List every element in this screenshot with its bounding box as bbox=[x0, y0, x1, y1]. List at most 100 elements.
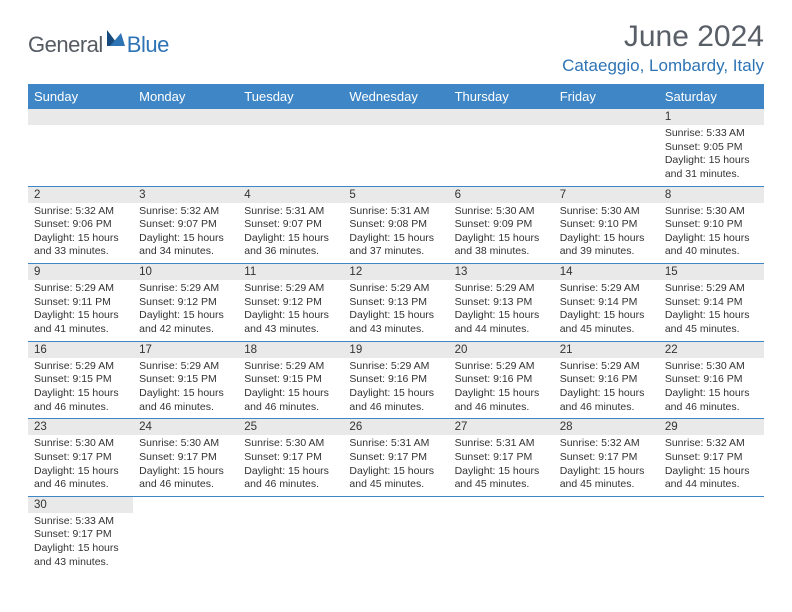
day-number: 11 bbox=[238, 264, 343, 280]
day-line-sr: Sunrise: 5:29 AM bbox=[560, 282, 653, 296]
day-line-d2: and 45 minutes. bbox=[455, 478, 548, 492]
day-line-d2: and 45 minutes. bbox=[560, 323, 653, 337]
day-details: Sunrise: 5:31 AMSunset: 9:07 PMDaylight:… bbox=[238, 203, 343, 264]
day-line-ss: Sunset: 9:17 PM bbox=[139, 451, 232, 465]
day-details: Sunrise: 5:30 AMSunset: 9:16 PMDaylight:… bbox=[659, 358, 764, 419]
day-line-d2: and 46 minutes. bbox=[665, 401, 758, 415]
day-number: 9 bbox=[28, 264, 133, 280]
calendar-day-cell: 2 Sunrise: 5:32 AMSunset: 9:06 PMDaylight… bbox=[28, 186, 133, 264]
day-number: 8 bbox=[659, 187, 764, 203]
day-number: 18 bbox=[238, 342, 343, 358]
day-line-d2: and 45 minutes. bbox=[665, 323, 758, 337]
day-line-d1: Daylight: 15 hours bbox=[665, 309, 758, 323]
day-line-ss: Sunset: 9:15 PM bbox=[34, 373, 127, 387]
day-line-d2: and 46 minutes. bbox=[560, 401, 653, 415]
day-line-d2: and 44 minutes. bbox=[665, 478, 758, 492]
day-line-d1: Daylight: 15 hours bbox=[560, 232, 653, 246]
calendar-day-cell: 3Sunrise: 5:32 AMSunset: 9:07 PMDaylight… bbox=[133, 186, 238, 264]
calendar-day-cell: 25Sunrise: 5:30 AMSunset: 9:17 PMDayligh… bbox=[238, 419, 343, 497]
calendar-empty-cell bbox=[133, 496, 238, 573]
calendar-day-cell: 10Sunrise: 5:29 AMSunset: 9:12 PMDayligh… bbox=[133, 264, 238, 342]
day-line-d1: Daylight: 15 hours bbox=[349, 309, 442, 323]
day-line-sr: Sunrise: 5:29 AM bbox=[455, 282, 548, 296]
calendar-day-cell: 7Sunrise: 5:30 AMSunset: 9:10 PMDaylight… bbox=[554, 186, 659, 264]
day-line-ss: Sunset: 9:14 PM bbox=[560, 296, 653, 310]
day-number: 6 bbox=[449, 187, 554, 203]
day-line-sr: Sunrise: 5:32 AM bbox=[34, 205, 127, 219]
day-line-d2: and 36 minutes. bbox=[244, 245, 337, 259]
day-number: 5 bbox=[343, 187, 448, 203]
daynum-bar-empty bbox=[28, 109, 133, 125]
day-number: 27 bbox=[449, 419, 554, 435]
calendar-empty-cell bbox=[133, 109, 238, 186]
calendar-empty-cell bbox=[659, 496, 764, 573]
day-line-d1: Daylight: 15 hours bbox=[665, 465, 758, 479]
calendar-day-cell: 5Sunrise: 5:31 AMSunset: 9:08 PMDaylight… bbox=[343, 186, 448, 264]
day-line-d2: and 42 minutes. bbox=[139, 323, 232, 337]
day-number: 21 bbox=[554, 342, 659, 358]
day-number: 2 bbox=[28, 187, 133, 203]
day-details: Sunrise: 5:32 AMSunset: 9:17 PMDaylight:… bbox=[554, 435, 659, 496]
day-number: 23 bbox=[28, 419, 133, 435]
day-line-sr: Sunrise: 5:29 AM bbox=[349, 360, 442, 374]
day-line-d1: Daylight: 15 hours bbox=[349, 232, 442, 246]
day-line-ss: Sunset: 9:13 PM bbox=[349, 296, 442, 310]
day-line-sr: Sunrise: 5:32 AM bbox=[139, 205, 232, 219]
day-line-d1: Daylight: 15 hours bbox=[34, 232, 127, 246]
day-line-sr: Sunrise: 5:29 AM bbox=[665, 282, 758, 296]
day-number: 22 bbox=[659, 342, 764, 358]
calendar-week-row: 16Sunrise: 5:29 AMSunset: 9:15 PMDayligh… bbox=[28, 341, 764, 419]
calendar-day-cell: 9Sunrise: 5:29 AMSunset: 9:11 PMDaylight… bbox=[28, 264, 133, 342]
day-line-ss: Sunset: 9:07 PM bbox=[244, 218, 337, 232]
daynum-bar-empty bbox=[133, 109, 238, 125]
day-line-d2: and 46 minutes. bbox=[139, 478, 232, 492]
day-number: 15 bbox=[659, 264, 764, 280]
day-details: Sunrise: 5:29 AMSunset: 9:15 PMDaylight:… bbox=[238, 358, 343, 419]
day-number: 28 bbox=[554, 419, 659, 435]
calendar-empty-cell bbox=[449, 496, 554, 573]
day-line-d1: Daylight: 15 hours bbox=[560, 309, 653, 323]
day-line-sr: Sunrise: 5:32 AM bbox=[665, 437, 758, 451]
page-title: June 2024 bbox=[562, 20, 764, 54]
calendar-week-row: 23 Sunrise: 5:30 AMSunset: 9:17 PMDayligh… bbox=[28, 419, 764, 497]
day-line-sr: Sunrise: 5:29 AM bbox=[139, 360, 232, 374]
day-details: Sunrise: 5:30 AMSunset: 9:10 PMDaylight:… bbox=[659, 203, 764, 264]
day-line-sr: Sunrise: 5:29 AM bbox=[349, 282, 442, 296]
day-line-ss: Sunset: 9:16 PM bbox=[665, 373, 758, 387]
day-details: Sunrise: 5:33 AMSunset: 9:17 PMDaylight:… bbox=[28, 513, 133, 574]
day-line-d2: and 45 minutes. bbox=[560, 478, 653, 492]
day-line-d1: Daylight: 15 hours bbox=[349, 387, 442, 401]
day-line-ss: Sunset: 9:06 PM bbox=[34, 218, 127, 232]
day-line-ss: Sunset: 9:10 PM bbox=[560, 218, 653, 232]
day-line-sr: Sunrise: 5:29 AM bbox=[34, 282, 127, 296]
daynum-bar-empty bbox=[343, 109, 448, 125]
day-line-ss: Sunset: 9:15 PM bbox=[244, 373, 337, 387]
daynum-bar-empty bbox=[554, 109, 659, 125]
day-line-d1: Daylight: 15 hours bbox=[139, 232, 232, 246]
day-details: Sunrise: 5:29 AMSunset: 9:12 PMDaylight:… bbox=[133, 280, 238, 341]
calendar-week-row: 9Sunrise: 5:29 AMSunset: 9:11 PMDaylight… bbox=[28, 264, 764, 342]
day-line-ss: Sunset: 9:09 PM bbox=[455, 218, 548, 232]
day-line-d2: and 46 minutes. bbox=[34, 478, 127, 492]
calendar-week-row: 2Sunrise: 5:32 AMSunset: 9:06 PMDaylight… bbox=[28, 186, 764, 264]
day-line-sr: Sunrise: 5:30 AM bbox=[455, 205, 548, 219]
day-line-ss: Sunset: 9:17 PM bbox=[34, 528, 127, 542]
day-number: 4 bbox=[238, 187, 343, 203]
weekday-header: Saturday bbox=[659, 84, 764, 109]
day-number: 19 bbox=[343, 342, 448, 358]
calendar-day-cell: 13Sunrise: 5:29 AMSunset: 9:13 PMDayligh… bbox=[449, 264, 554, 342]
weekday-header: Monday bbox=[133, 84, 238, 109]
calendar-empty-cell bbox=[238, 496, 343, 573]
day-line-sr: Sunrise: 5:31 AM bbox=[244, 205, 337, 219]
calendar-day-cell: 19Sunrise: 5:29 AMSunset: 9:16 PMDayligh… bbox=[343, 341, 448, 419]
day-line-sr: Sunrise: 5:29 AM bbox=[34, 360, 127, 374]
day-line-d1: Daylight: 15 hours bbox=[455, 465, 548, 479]
weekday-header: Wednesday bbox=[343, 84, 448, 109]
day-number: 13 bbox=[449, 264, 554, 280]
day-details: Sunrise: 5:30 AMSunset: 9:17 PMDaylight:… bbox=[238, 435, 343, 496]
day-number: 14 bbox=[554, 264, 659, 280]
day-line-d1: Daylight: 15 hours bbox=[560, 465, 653, 479]
day-details: Sunrise: 5:29 AMSunset: 9:13 PMDaylight:… bbox=[449, 280, 554, 341]
day-line-d1: Daylight: 15 hours bbox=[34, 542, 127, 556]
calendar-empty-cell bbox=[449, 109, 554, 186]
